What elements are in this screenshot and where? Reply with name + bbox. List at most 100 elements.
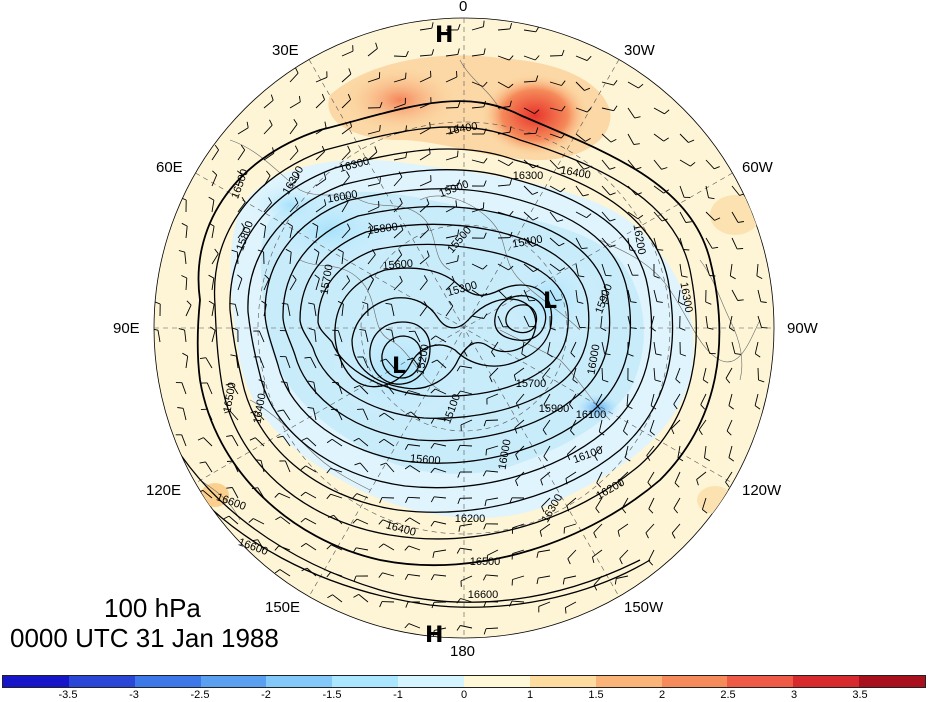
colorbar-segment bbox=[68, 676, 135, 687]
wind-barb bbox=[754, 393, 761, 410]
wind-barb bbox=[598, 419, 605, 436]
wind-barb bbox=[315, 121, 327, 135]
wind-barb bbox=[261, 300, 267, 317]
wind-barb bbox=[575, 81, 591, 91]
height-contours bbox=[159, 100, 721, 608]
wind-barb bbox=[514, 419, 525, 434]
wind-barb bbox=[263, 119, 273, 135]
wind-barb bbox=[456, 598, 473, 604]
wind-barb bbox=[497, 159, 514, 166]
wind-barb bbox=[653, 367, 661, 383]
wind-barb bbox=[315, 71, 328, 83]
high-center-south: H bbox=[425, 623, 443, 648]
wind-barb bbox=[337, 248, 344, 265]
wind-barb bbox=[619, 549, 629, 565]
lon-label-90w: 90W bbox=[787, 320, 818, 337]
colorbar-segment bbox=[859, 676, 926, 687]
wind-barb bbox=[404, 545, 421, 551]
lon-label-0: 0 bbox=[459, 0, 468, 15]
wind-barb bbox=[497, 81, 514, 89]
wind-barb bbox=[653, 237, 664, 251]
wind-barb bbox=[627, 107, 641, 119]
contour-label: 16200 bbox=[630, 223, 647, 255]
wind-barb bbox=[419, 175, 432, 187]
wind-barb bbox=[458, 523, 473, 532]
wind-barb bbox=[289, 118, 298, 135]
wind-barb bbox=[725, 367, 733, 384]
colorbar-segment bbox=[200, 676, 267, 687]
colorbar-tick-label: -1.5 bbox=[322, 689, 342, 701]
wind-barb bbox=[731, 211, 744, 223]
colorbar-tick-label: 3 bbox=[790, 689, 798, 701]
wind-barb bbox=[653, 185, 670, 194]
wind-barb bbox=[404, 444, 421, 450]
wind-barb bbox=[419, 22, 434, 31]
wind-barb bbox=[673, 393, 681, 410]
wind-barb bbox=[380, 462, 395, 473]
wind-barb bbox=[515, 393, 525, 409]
wind-barb bbox=[575, 107, 592, 113]
wind-barb bbox=[728, 315, 735, 332]
wind-barb bbox=[419, 97, 432, 109]
lon-label-150w: 150W bbox=[624, 599, 664, 616]
wind-barb bbox=[225, 383, 239, 395]
contour-label: 15800 bbox=[367, 221, 399, 237]
contour-label: 16500 bbox=[221, 381, 238, 413]
wind-barb bbox=[523, 263, 539, 272]
wind-barb bbox=[337, 300, 344, 317]
wind-barb bbox=[705, 237, 719, 249]
wind-barb bbox=[182, 352, 189, 369]
wind-barb bbox=[674, 471, 681, 488]
wind-barb bbox=[301, 437, 317, 447]
wind-barb bbox=[280, 381, 291, 395]
contour-label: 16000 bbox=[496, 438, 513, 470]
wind-barb bbox=[200, 408, 213, 421]
wind-barb bbox=[471, 100, 486, 109]
wind-barb bbox=[379, 497, 395, 504]
wind-barb bbox=[653, 289, 663, 303]
wind-barb bbox=[237, 274, 243, 291]
wind-barb bbox=[601, 367, 609, 383]
wind-barb bbox=[367, 177, 381, 187]
wind-barb bbox=[237, 121, 249, 135]
wind-barb bbox=[208, 274, 215, 291]
wind-barb bbox=[287, 222, 293, 239]
wind-barb bbox=[627, 367, 634, 383]
wind-barb bbox=[274, 492, 291, 499]
wind-barb bbox=[705, 289, 712, 305]
wind-barb bbox=[497, 231, 513, 239]
wind-barb bbox=[543, 393, 551, 410]
wind-barb bbox=[572, 367, 578, 384]
wind-barb bbox=[536, 575, 551, 585]
contour-label: 16000 bbox=[585, 343, 602, 375]
wind-barb bbox=[457, 497, 473, 505]
wind-barb bbox=[600, 315, 607, 332]
wind-barb bbox=[393, 50, 409, 58]
wind-barb bbox=[521, 341, 528, 358]
wind-barb bbox=[404, 573, 421, 580]
colorbar-tick-label: -2 bbox=[261, 689, 271, 701]
wind-barb bbox=[445, 70, 458, 83]
wind-barb bbox=[393, 171, 403, 187]
wind-barb bbox=[471, 20, 485, 31]
wind-barb bbox=[431, 601, 447, 609]
wind-barb bbox=[308, 302, 317, 317]
wind-barb bbox=[406, 357, 421, 369]
colorbar-tick-label: 2 bbox=[658, 689, 666, 701]
wind-barb bbox=[570, 341, 577, 358]
wind-barb bbox=[515, 471, 525, 487]
wind-barb bbox=[575, 263, 585, 278]
wind-barb bbox=[201, 382, 213, 395]
wind-barb bbox=[385, 328, 395, 343]
wind-barb bbox=[653, 341, 662, 356]
wind-barb bbox=[263, 197, 272, 213]
wind-barb bbox=[445, 124, 459, 135]
wind-barb bbox=[326, 571, 343, 578]
wind-barb bbox=[483, 523, 499, 530]
wind-barb bbox=[523, 289, 536, 302]
colorbar bbox=[2, 675, 926, 688]
lon-label-30w: 30W bbox=[624, 42, 655, 59]
wind-barb bbox=[482, 574, 499, 581]
wind-barb bbox=[538, 601, 551, 613]
wind-barb bbox=[405, 411, 421, 421]
